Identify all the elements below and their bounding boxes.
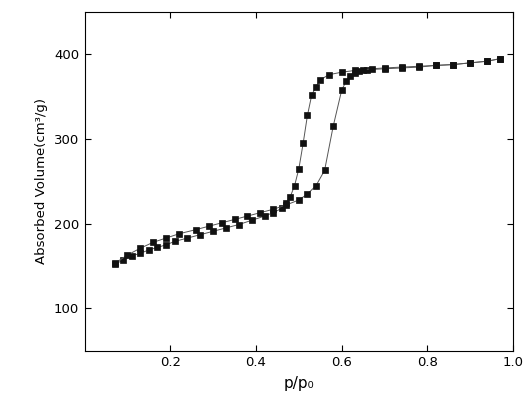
X-axis label: p/p₀: p/p₀ xyxy=(284,376,314,391)
Y-axis label: Absorbed Volume(cm³/g): Absorbed Volume(cm³/g) xyxy=(35,98,48,264)
